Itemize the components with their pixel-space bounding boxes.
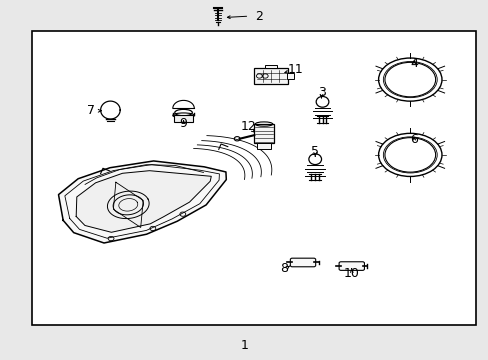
FancyBboxPatch shape (253, 124, 274, 143)
FancyBboxPatch shape (254, 68, 287, 84)
Text: 11: 11 (287, 63, 303, 76)
Text: 12: 12 (240, 121, 256, 134)
Text: 10: 10 (343, 267, 359, 280)
Text: 2: 2 (255, 10, 263, 23)
Text: 4: 4 (409, 57, 417, 69)
Bar (32, 31, 475, 325)
Bar (257, 143, 270, 149)
Text: 6: 6 (409, 133, 417, 146)
Polygon shape (76, 171, 211, 232)
Text: 5: 5 (310, 145, 319, 158)
FancyBboxPatch shape (338, 262, 364, 270)
FancyBboxPatch shape (290, 258, 315, 267)
Text: 1: 1 (240, 339, 248, 352)
Text: 8: 8 (280, 262, 288, 275)
Text: 9: 9 (179, 117, 187, 130)
Bar (265, 65, 277, 68)
Text: 3: 3 (317, 86, 325, 99)
Bar (286, 73, 293, 79)
Bar (173, 116, 193, 122)
Text: 7: 7 (87, 104, 95, 117)
Polygon shape (59, 161, 226, 243)
